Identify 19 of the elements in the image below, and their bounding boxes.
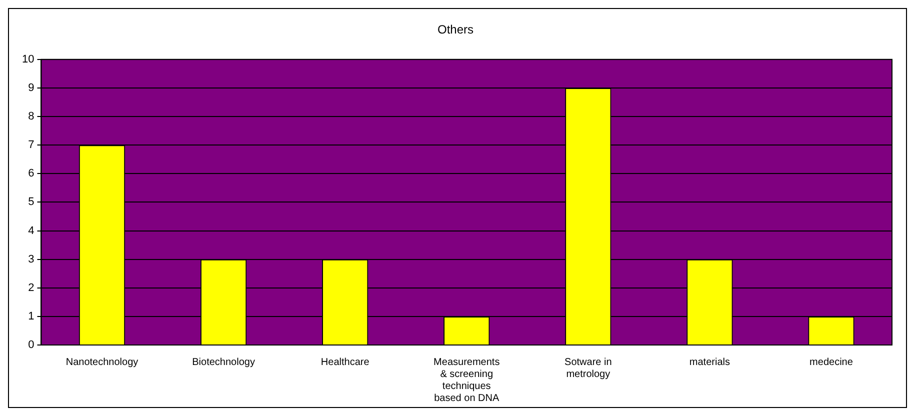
x-tick-label: materials — [689, 356, 730, 368]
x-tick-label: Measurements & screening techniques based on DNA — [434, 356, 500, 404]
chart-title: Others — [437, 22, 474, 37]
x-tick-label: Sotware in metrology — [564, 356, 612, 380]
y-tick-label: 3 — [28, 253, 34, 266]
y-tick-label: 2 — [28, 282, 34, 294]
x-tick-label: Nanotechnology — [66, 356, 138, 368]
y-tick-label: 10 — [22, 53, 34, 66]
y-tick-label: 5 — [28, 196, 34, 208]
y-tick-label: 9 — [28, 82, 34, 94]
y-tick-label: 1 — [28, 310, 34, 322]
x-tick-label: Healthcare — [320, 356, 370, 368]
y-tick-label: 4 — [28, 224, 34, 237]
x-tick-label: Biotechnology — [192, 356, 255, 368]
y-tick-label: 0 — [28, 339, 34, 352]
y-tick-label: 8 — [28, 110, 34, 123]
y-tick-label: 6 — [28, 168, 34, 180]
x-tick-label: medecine — [810, 356, 854, 368]
y-tick-label: 7 — [28, 139, 34, 152]
